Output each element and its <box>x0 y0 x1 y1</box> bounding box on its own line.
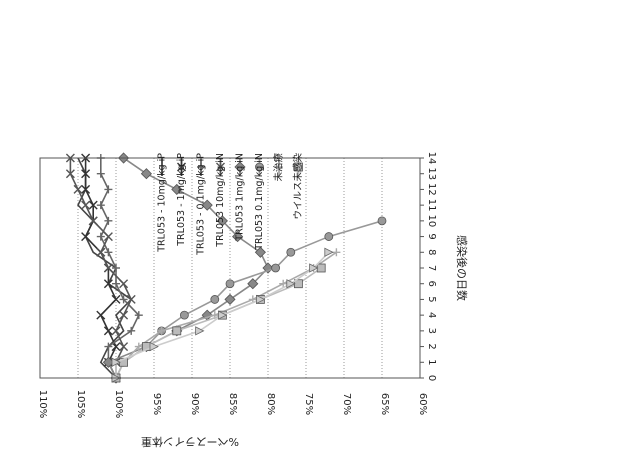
data-point <box>225 294 235 304</box>
y-tick-label: 100% <box>113 390 124 419</box>
data-point <box>112 327 120 335</box>
data-point <box>173 327 181 335</box>
y-tick-label: 95% <box>151 393 162 415</box>
data-point <box>120 343 128 351</box>
data-point <box>97 170 105 178</box>
legend-label: TRL053 - 0.1mg/kg iP <box>196 153 207 256</box>
x-tick-label: 1 <box>426 359 437 365</box>
legend-label: TRL053 - 1mg/kg iP <box>176 153 187 247</box>
x-tick-label: 10 <box>426 214 437 227</box>
legend-label: ウイルス未感染 <box>292 153 304 220</box>
x-axis-title: 感染後の日数 <box>455 235 469 301</box>
x-tick-label: 14 <box>426 152 437 165</box>
data-point <box>226 280 234 288</box>
legend: TRL053 - 10mg/kg iP TRL053 - 1mg/kg iP TRL… <box>157 153 305 256</box>
y-tick-label: 75% <box>303 393 314 415</box>
data-point <box>104 185 112 193</box>
legend-label: TRL053 1mg/kg iN <box>235 153 246 242</box>
series-group <box>103 153 273 383</box>
data-point <box>97 248 105 256</box>
legend-label: TRL053 - 10mg/kg iP <box>157 153 168 253</box>
y-tick-label: 110% <box>37 390 48 419</box>
y-tick-label: 80% <box>265 393 276 415</box>
y-tick-label: 90% <box>189 393 200 415</box>
y-tick-label: 60% <box>417 393 428 415</box>
data-point <box>325 233 333 241</box>
x-tick-label: 6 <box>426 281 437 287</box>
data-point <box>150 343 158 351</box>
data-point <box>97 233 105 241</box>
data-point <box>141 169 151 179</box>
data-point <box>211 295 219 303</box>
data-point <box>104 233 112 241</box>
gridlines <box>40 158 420 378</box>
data-point <box>378 217 386 225</box>
data-point <box>82 233 90 241</box>
data-point <box>97 311 105 319</box>
series-group <box>112 248 333 382</box>
x-tick-label: 0 <box>426 375 437 381</box>
x-tick-label: 5 <box>426 296 437 302</box>
series-lines <box>66 153 386 383</box>
x-tick-label: 9 <box>426 233 437 239</box>
x-tick-label: 2 <box>426 343 437 349</box>
x-tick-label: 13 <box>426 167 437 180</box>
data-point <box>272 264 280 272</box>
x-tick-label: 8 <box>426 249 437 255</box>
data-point <box>180 311 188 319</box>
data-point <box>74 185 82 193</box>
data-point <box>82 201 90 209</box>
y-tick-label: 85% <box>227 393 238 415</box>
x-tick-label: 4 <box>426 312 437 318</box>
y-axis-title: %ベースライン体重 <box>141 435 239 449</box>
data-point <box>120 311 128 319</box>
series-group <box>66 154 135 382</box>
y-tick-label: 105% <box>75 390 86 419</box>
legend-label: TRL053 10mg/kg iN <box>215 153 226 248</box>
data-point <box>104 217 112 225</box>
data-point <box>120 280 128 288</box>
data-point <box>127 295 135 303</box>
y-tick-label: 65% <box>379 393 390 415</box>
x-tick-label: 12 <box>426 183 437 196</box>
x-tick-label: 11 <box>426 199 437 212</box>
data-point <box>97 201 105 209</box>
data-point <box>104 248 112 256</box>
data-point <box>104 327 112 335</box>
x-tick-label: 7 <box>426 265 437 271</box>
x-tick-label: 3 <box>426 328 437 334</box>
legend-label: TRL053 0.1mg/kg iN <box>254 153 265 251</box>
series-group <box>97 154 143 382</box>
legend-label: 未治療 <box>273 153 285 182</box>
data-point <box>287 248 295 256</box>
y-tick-label: 70% <box>341 393 352 415</box>
